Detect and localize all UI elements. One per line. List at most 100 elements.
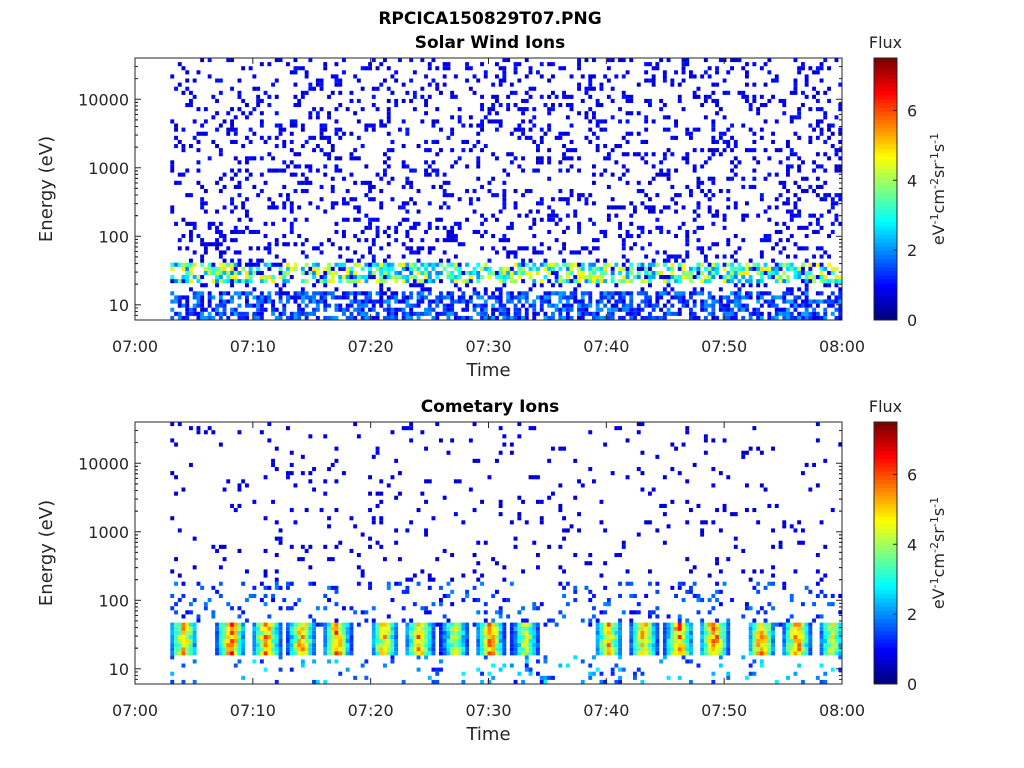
heatmap-cell [259, 111, 264, 116]
heatmap-cell [349, 291, 354, 296]
heatmap-cell [674, 626, 678, 631]
heatmap-cell [256, 626, 261, 631]
heatmap-cell [685, 622, 690, 627]
heatmap-cell [174, 86, 178, 91]
heatmap-cell [237, 651, 242, 656]
heatmap-cell [342, 291, 346, 296]
heatmap-cell [648, 639, 652, 644]
heatmap-cell [603, 639, 608, 644]
heatmap-cell [703, 275, 708, 280]
heatmap-cell [480, 246, 484, 251]
heatmap-cell [338, 651, 343, 656]
heatmap-cell [245, 295, 249, 300]
heatmap-cell [495, 217, 499, 222]
heatmap-cell [405, 311, 410, 316]
heatmap-cell [588, 299, 593, 304]
heatmap-cell [371, 184, 376, 189]
heatmap-cell [722, 311, 727, 316]
heatmap-cell [349, 606, 354, 611]
heatmap-cell [741, 450, 746, 455]
heatmap-cell [465, 647, 469, 652]
heatmap-cell [394, 98, 399, 103]
heatmap-cell [480, 148, 484, 153]
colorbar-segment [874, 74, 897, 79]
heatmap-cell [812, 86, 816, 91]
heatmap-cell [248, 229, 253, 234]
heatmap-cell [569, 250, 574, 255]
heatmap-cell [371, 622, 376, 627]
heatmap-cell [453, 647, 458, 652]
heatmap-cell [218, 254, 223, 259]
heatmap-cell [774, 270, 779, 275]
heatmap-cell [267, 622, 272, 627]
heatmap-cell [592, 164, 596, 169]
heatmap-cell [379, 630, 384, 635]
heatmap-cell [636, 270, 641, 275]
heatmap-cell [308, 115, 313, 120]
heatmap-cell [547, 127, 552, 132]
heatmap-cell [453, 311, 458, 316]
heatmap-cell [472, 74, 477, 79]
heatmap-cell [614, 553, 619, 558]
heatmap-cell [383, 78, 387, 83]
heatmap-cell [401, 242, 406, 247]
heatmap-cell [345, 651, 350, 656]
heatmap-cell [196, 70, 201, 75]
heatmap-cell [196, 107, 201, 112]
heatmap-cell [521, 127, 525, 132]
heatmap-cell [416, 639, 421, 644]
colorbar-segment [874, 148, 897, 153]
heatmap-cell [450, 127, 455, 132]
heatmap-cell [763, 234, 768, 239]
colorbar-segment [874, 176, 897, 182]
heatmap-cell [565, 602, 570, 607]
heatmap-cell [685, 299, 690, 304]
heatmap-cell [502, 70, 507, 75]
heatmap-cell [524, 98, 529, 103]
heatmap-cell [786, 279, 790, 284]
heatmap-cell [543, 131, 548, 136]
heatmap-cell [692, 164, 697, 169]
heatmap-cell [424, 307, 428, 312]
heatmap-cell [808, 66, 813, 71]
heatmap-cell [495, 651, 499, 656]
heatmap-cell [610, 115, 615, 120]
heatmap-cell [230, 283, 234, 288]
heatmap-cell [233, 291, 238, 296]
heatmap-cell [636, 307, 641, 312]
heatmap-cell [207, 266, 212, 271]
heatmap-cell [565, 581, 570, 586]
heatmap-cell [327, 622, 331, 627]
heatmap-cell [610, 311, 615, 316]
heatmap-cell [401, 164, 406, 169]
heatmap-cell [767, 156, 772, 161]
colorbar-segment [874, 123, 897, 129]
heatmap-cell [547, 299, 552, 304]
heatmap-cell [424, 172, 428, 177]
heatmap-cell [715, 299, 719, 304]
heatmap-cell [759, 135, 764, 140]
heatmap-cell [689, 193, 693, 198]
heatmap-cell [621, 152, 626, 157]
heatmap-cell [442, 82, 447, 87]
heatmap-cell [517, 266, 522, 271]
heatmap-cell [189, 144, 193, 149]
heatmap-cell [278, 287, 283, 292]
heatmap-cell [722, 115, 727, 120]
heatmap-cell [718, 307, 723, 312]
colorbar-segment [874, 307, 897, 313]
heatmap-cell [804, 307, 809, 312]
heatmap-cell [804, 225, 809, 230]
heatmap-cell [517, 275, 522, 280]
colorbar-tick-label: 4 [907, 171, 917, 190]
heatmap-cell [483, 630, 488, 635]
heatmap-cell [465, 634, 469, 639]
heatmap-cell [300, 279, 305, 284]
heatmap-cell [412, 643, 417, 648]
heatmap-cell [521, 626, 525, 631]
heatmap-cell [528, 639, 533, 644]
heatmap-cell [513, 303, 518, 308]
heatmap-cell [267, 291, 272, 296]
heatmap-cell [457, 634, 462, 639]
heatmap-cell [767, 205, 772, 210]
